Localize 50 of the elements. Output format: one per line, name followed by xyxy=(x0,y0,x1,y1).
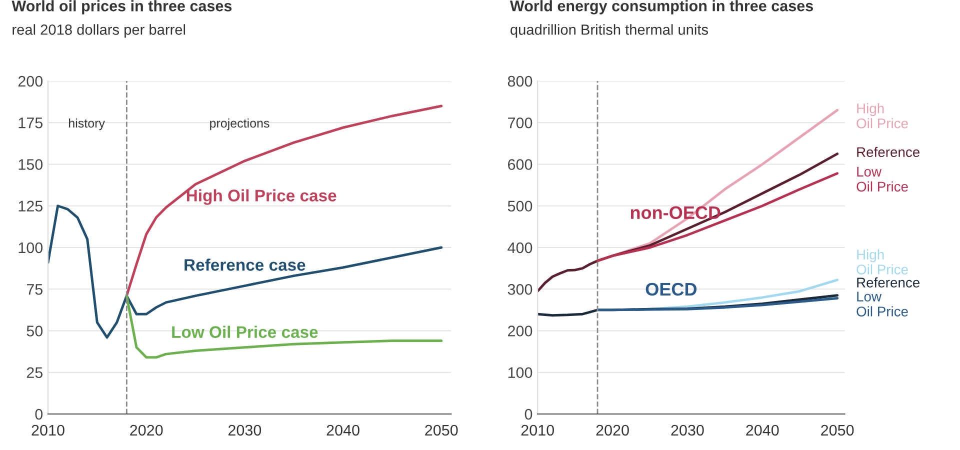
y-tick-label: 100 xyxy=(508,367,532,378)
x-tick-label: 2010 xyxy=(521,424,554,436)
y-tick-label: 600 xyxy=(508,159,532,170)
y-tick-label: 50 xyxy=(26,326,43,336)
series-label: High Oil Price case xyxy=(186,189,336,205)
x-tick-label: 2020 xyxy=(130,424,163,436)
x-tick-label: 2030 xyxy=(671,424,704,436)
annotation: projections xyxy=(210,118,270,130)
x-tick-label: 2030 xyxy=(228,424,262,436)
y-tick-label: 125 xyxy=(18,200,42,212)
y-tick-label: 175 xyxy=(18,118,42,128)
series-label: Low Oil Price xyxy=(856,292,908,316)
annotation: non-OECD xyxy=(630,206,720,220)
x-tick-label: 2050 xyxy=(821,424,854,436)
x-tick-label: 2040 xyxy=(746,424,779,436)
line-series xyxy=(596,172,839,262)
x-tick-label: 2040 xyxy=(326,424,360,436)
y-tick-label: 700 xyxy=(508,117,532,128)
y-tick-label: 25 xyxy=(26,367,42,378)
chart-title: World energy consumption in three cases xyxy=(510,0,813,14)
line-series xyxy=(596,297,839,312)
series-label: Low Oil Price xyxy=(856,166,908,192)
y-tick-label: 800 xyxy=(508,76,532,87)
annotation: history xyxy=(69,118,105,130)
series-label: Low Oil Price case xyxy=(172,326,318,338)
annotation: OECD xyxy=(646,282,697,296)
series-label: Reference case xyxy=(184,258,306,271)
chart-subtitle: real 2018 dollars per barrel xyxy=(12,24,186,38)
series-label: Reference xyxy=(857,146,920,158)
y-tick-label: 200 xyxy=(18,76,43,87)
line-series xyxy=(125,104,443,298)
x-tick-label: 2010 xyxy=(32,424,64,436)
series-label: Reference xyxy=(857,277,920,288)
y-tick-label: 100 xyxy=(18,242,43,254)
series-label: High Oil Price xyxy=(856,103,908,128)
x-tick-label: 2020 xyxy=(596,424,629,436)
y-tick-label: 0 xyxy=(524,408,532,420)
y-tick-label: 150 xyxy=(18,159,43,170)
y-tick-label: 500 xyxy=(508,200,532,212)
line-series xyxy=(48,204,443,339)
line-series xyxy=(125,294,443,359)
y-tick-label: 0 xyxy=(35,408,43,420)
x-tick-label: 2050 xyxy=(425,424,458,436)
chart-subtitle: quadrillion British thermal units xyxy=(510,24,708,38)
y-tick-label: 400 xyxy=(508,242,532,254)
y-tick-label: 75 xyxy=(26,284,42,295)
chart-title: World oil prices in three cases xyxy=(12,0,232,14)
series-label: High Oil Price xyxy=(856,249,908,274)
y-tick-label: 200 xyxy=(508,326,532,336)
y-tick-label: 300 xyxy=(508,284,532,295)
